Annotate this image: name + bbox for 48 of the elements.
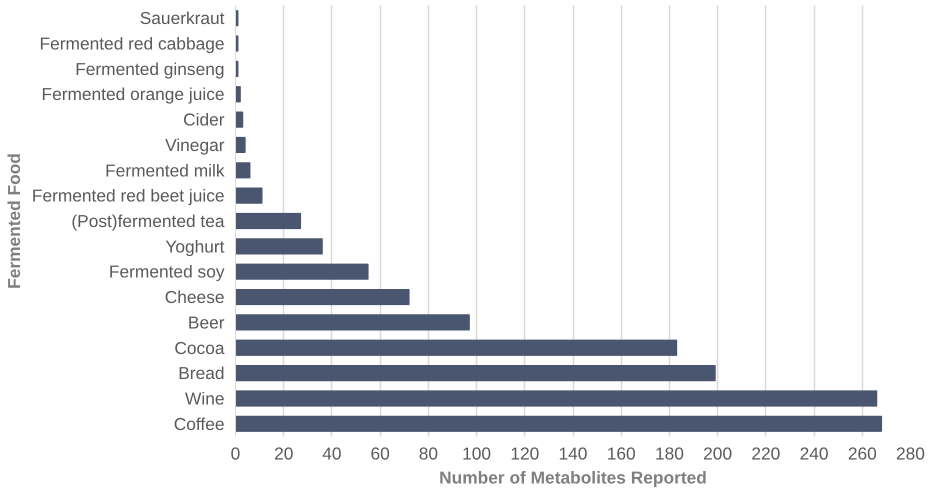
x-tick-label: 260 <box>848 444 877 464</box>
y-tick-label: Fermented orange juice <box>41 84 225 104</box>
x-tick-label: 20 <box>274 444 294 464</box>
x-tick-label: 220 <box>751 444 780 464</box>
y-tick-label: Cocoa <box>174 338 225 358</box>
y-tick-label: Beer <box>188 312 225 332</box>
x-tick-label: 200 <box>703 444 732 464</box>
x-tick-label: 240 <box>800 444 829 464</box>
bar <box>236 288 410 306</box>
y-tick-label: Cheese <box>164 287 225 308</box>
bar <box>236 365 716 382</box>
x-tick-label: 60 <box>370 444 390 464</box>
y-tick-label: Coffee <box>174 414 225 434</box>
x-tick-label: 80 <box>418 444 438 464</box>
x-tick-label: 40 <box>322 444 342 464</box>
bar <box>236 390 878 407</box>
bar <box>236 238 323 254</box>
y-tick-label: Fermented red beet juice <box>32 186 224 206</box>
y-tick-label: Sauerkraut <box>140 8 225 28</box>
y-tick-label: Yoghurt <box>165 236 225 256</box>
bar <box>236 212 302 230</box>
bar <box>236 136 246 154</box>
x-tick-label: 100 <box>462 444 492 464</box>
y-tick-label: Fermented ginseng <box>75 58 225 79</box>
y-tick-label: Bread <box>178 363 225 384</box>
x-axis-title: Number of Metabolites Reported <box>439 468 707 488</box>
x-tick-label: 120 <box>510 444 540 464</box>
y-tick-label: (Post)fermented tea <box>71 211 225 231</box>
x-tick-label: 160 <box>606 444 636 464</box>
y-tick-label: Fermented red cabbage <box>40 34 225 54</box>
x-tick-label: 180 <box>654 444 684 464</box>
bar <box>236 340 678 356</box>
bar <box>236 86 241 102</box>
y-tick-label: Cider <box>183 110 225 130</box>
y-tick-label: Fermented soy <box>108 262 225 282</box>
bar <box>236 314 470 331</box>
x-tick-label: 140 <box>558 444 588 464</box>
x-tick-label: 280 <box>896 444 925 464</box>
y-tick-label: Fermented milk <box>105 160 225 180</box>
y-axis-title: Fermented Food <box>4 153 24 289</box>
y-tick-label: Vinegar <box>165 134 225 155</box>
bar <box>236 416 882 432</box>
y-tick-label: Wine <box>185 388 225 408</box>
bar <box>236 162 250 178</box>
bar <box>236 188 263 204</box>
x-tick-label: 0 <box>230 444 240 464</box>
bar <box>236 111 244 128</box>
bar <box>236 264 369 280</box>
